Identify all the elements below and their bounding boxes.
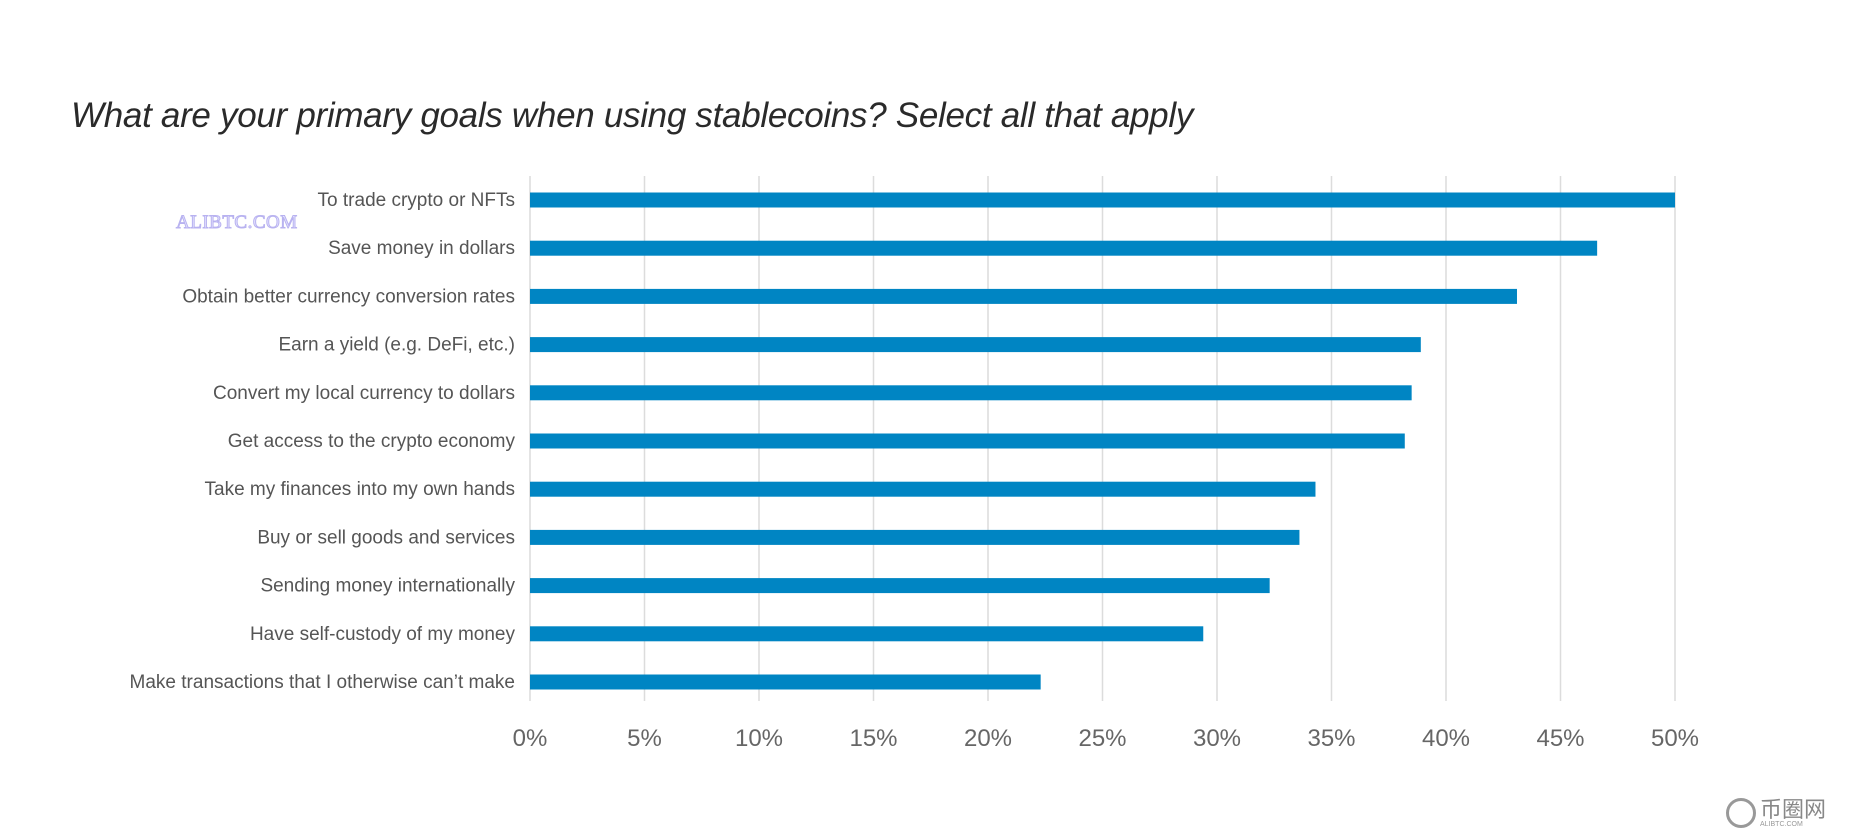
bar — [530, 337, 1421, 353]
watermark: ALIBTC.COM — [176, 212, 298, 234]
category-label: Have self-custody of my money — [250, 624, 516, 645]
x-tick-label: 30% — [1193, 725, 1241, 752]
x-tick-label: 0% — [513, 725, 548, 752]
bar — [530, 288, 1517, 304]
category-label: Sending money internationally — [260, 576, 515, 597]
bar — [530, 481, 1316, 497]
bar — [530, 578, 1270, 594]
category-label: Make transactions that I otherwise can’t… — [130, 672, 515, 693]
x-tick-label: 45% — [1536, 725, 1584, 752]
x-tick-label: 10% — [735, 725, 783, 752]
x-tick-label: 50% — [1651, 725, 1699, 752]
bar — [530, 529, 1300, 545]
category-label: Earn a yield (e.g. DeFi, etc.) — [278, 335, 515, 356]
logo-icon — [1726, 798, 1756, 828]
category-label: Get access to the crypto economy — [228, 431, 516, 452]
bar — [530, 192, 1675, 208]
category-label: Buy or sell goods and services — [257, 527, 515, 548]
x-tick-label: 40% — [1422, 725, 1470, 752]
x-tick-label: 20% — [964, 725, 1012, 752]
category-label: Take my finances into my own hands — [205, 479, 516, 500]
logo-text: 币圈网 — [1760, 796, 1827, 822]
bar — [530, 626, 1204, 642]
x-tick-label: 25% — [1078, 725, 1126, 752]
bar — [530, 240, 1598, 256]
x-tick-label: 15% — [849, 725, 897, 752]
category-label: Obtain better currency conversion rates — [182, 286, 515, 307]
logo-subtext: ALIBTC.COM — [1760, 820, 1803, 828]
category-label: To trade crypto or NFTs — [318, 190, 515, 211]
x-tick-label: 35% — [1307, 725, 1355, 752]
chart-title: What are your primary goals when using s… — [71, 96, 1194, 135]
site-logo: 币圈网 ALIBTC.COM — [1726, 798, 1826, 828]
category-label: Convert my local currency to dollars — [213, 383, 515, 404]
bar — [530, 433, 1405, 449]
category-label: Save money in dollars — [328, 238, 515, 259]
bar — [530, 674, 1041, 690]
x-tick-label: 5% — [627, 725, 662, 752]
bar — [530, 385, 1412, 401]
